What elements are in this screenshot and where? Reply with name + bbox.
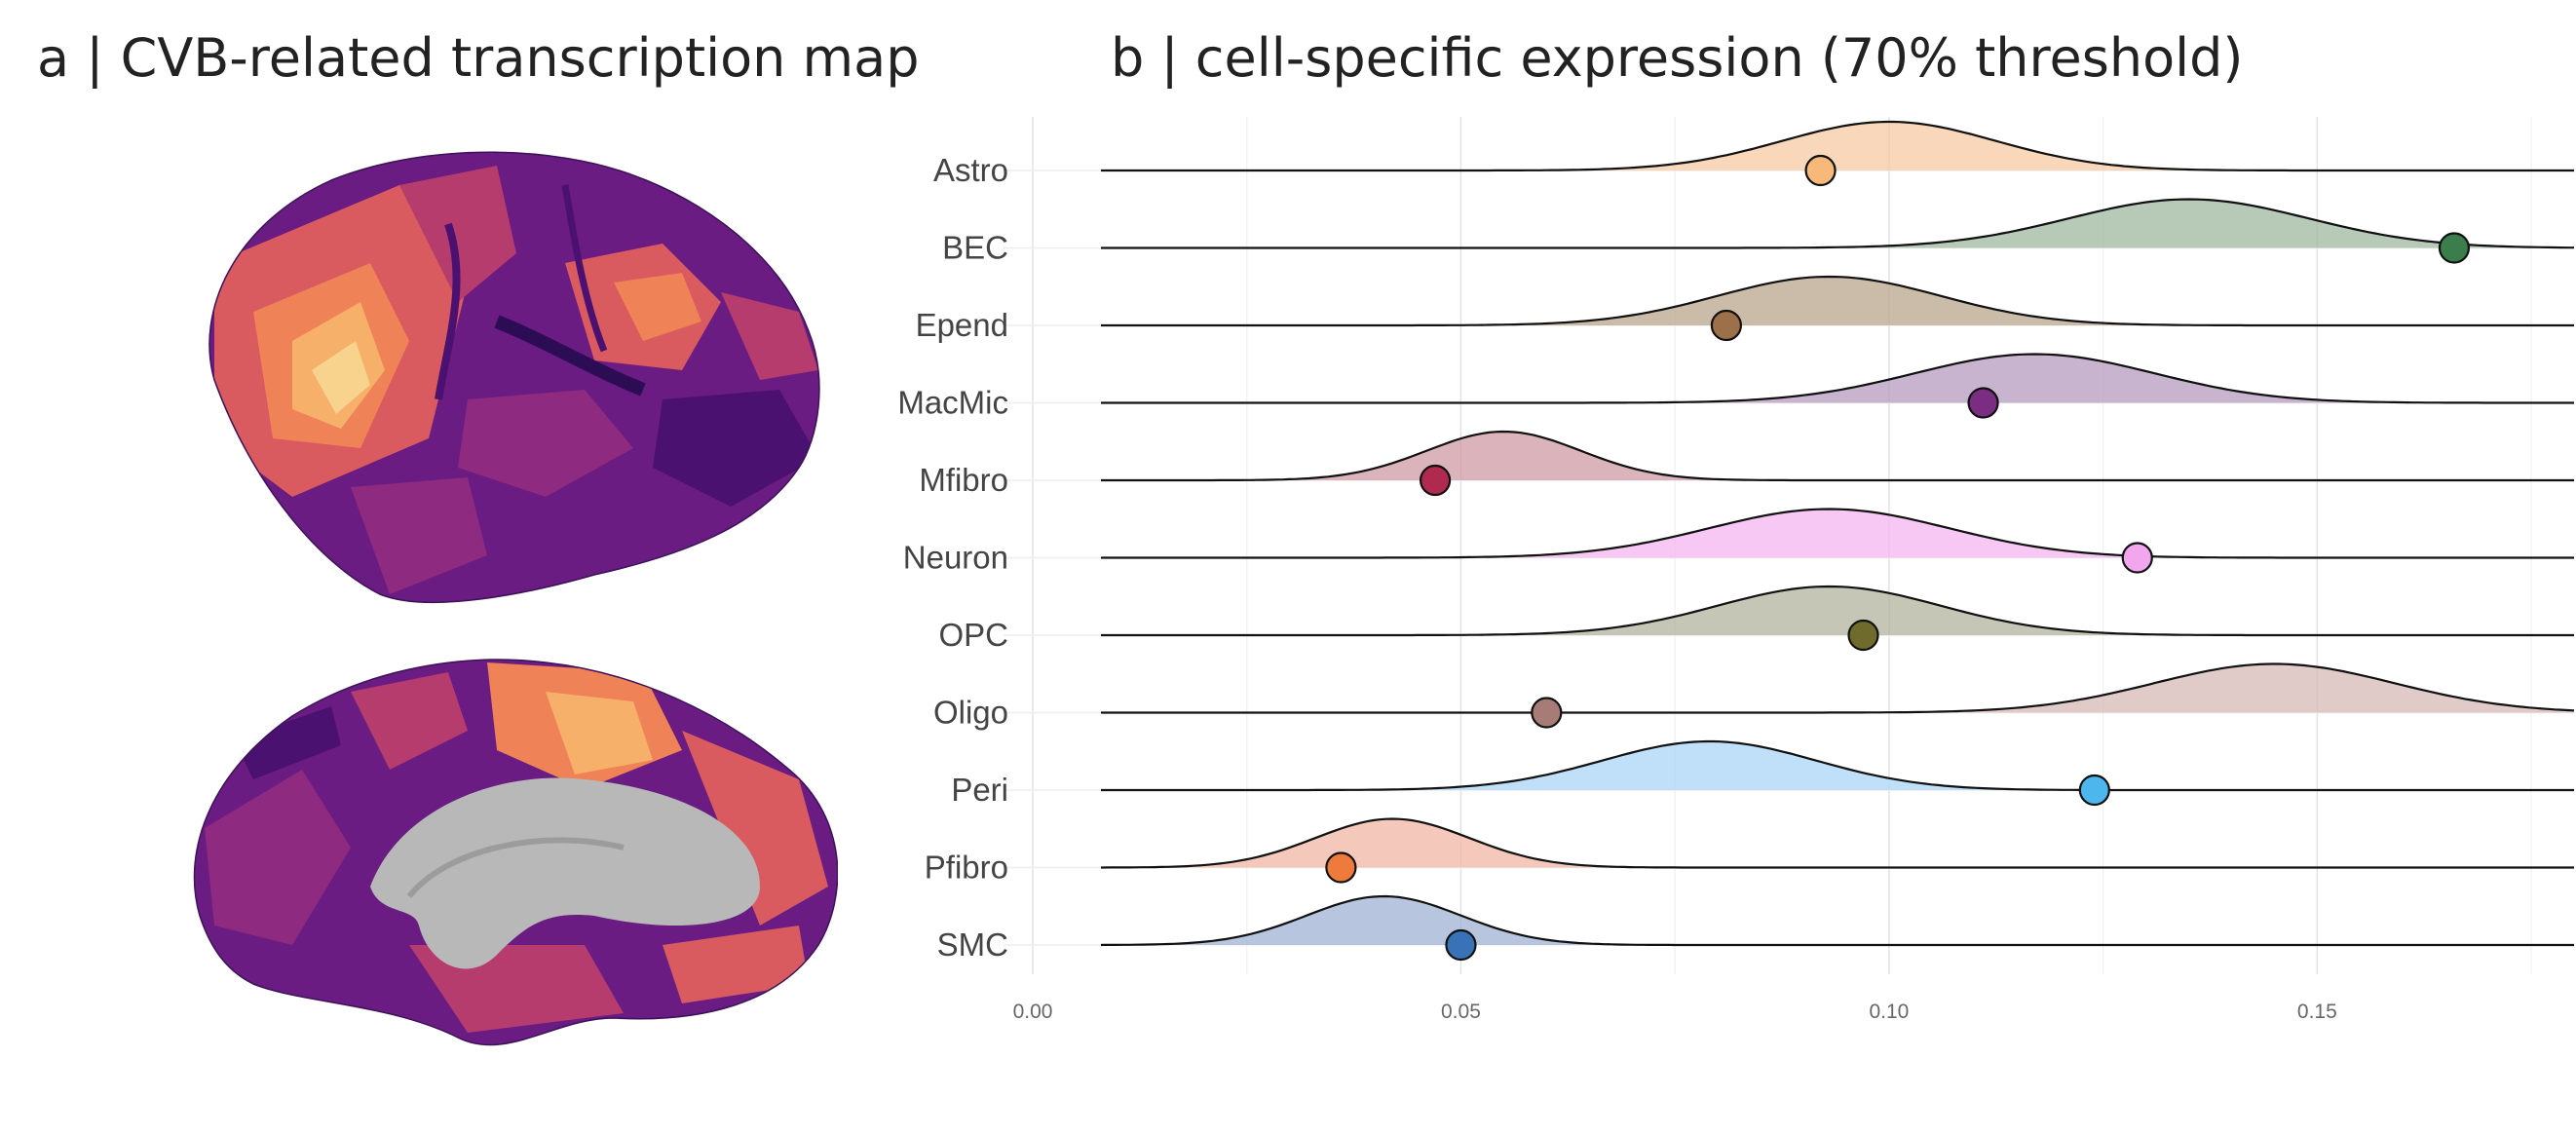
ridge-macmic: MacMic	[897, 353, 2574, 421]
density-line	[1101, 662, 2575, 714]
medial-hemisphere	[194, 660, 838, 1045]
row-label: Astro	[933, 152, 1008, 188]
density-fill	[1033, 509, 2574, 558]
density-line	[1101, 585, 2574, 637]
grid-lines	[1032, 117, 2532, 974]
density-fill	[1033, 432, 2574, 480]
density-fill	[1033, 199, 2574, 248]
row-label: Oligo	[933, 695, 1008, 731]
x-axis: 0.00 0.05 0.10 0.15	[1013, 1001, 2337, 1023]
point-marker	[2438, 232, 2471, 264]
ridge-smc: SMC	[937, 894, 2574, 963]
density-line	[1101, 120, 2574, 172]
row-label: Neuron	[903, 540, 1008, 576]
density-line	[1101, 430, 2574, 482]
density-fill	[1033, 896, 2574, 945]
density-line	[1100, 894, 2574, 947]
panel-a-title: a | CVB-related transcription map	[37, 27, 920, 89]
point-marker	[1710, 309, 1743, 342]
point-marker	[1804, 154, 1837, 187]
ridge-epend: Epend	[916, 275, 2574, 343]
density-fill	[1033, 277, 2574, 325]
density-line	[1101, 817, 2574, 869]
row-label: OPC	[938, 617, 1008, 653]
x-tick-label: 0.10	[1869, 1001, 1909, 1023]
panel-b-title: b | cell-specific expression (70% thresh…	[1111, 27, 2244, 89]
row-label: SMC	[937, 926, 1008, 963]
density-fill	[1033, 122, 2574, 170]
ridge-neuron: Neuron	[903, 508, 2574, 576]
ridge-bec: BEC	[942, 198, 2574, 266]
density-fill	[1033, 818, 2574, 868]
density-line	[1101, 198, 2574, 249]
lateral-hemisphere	[209, 152, 819, 603]
point-marker	[1847, 619, 1879, 652]
ridge-astro: Astro	[933, 120, 2574, 188]
point-marker	[2121, 542, 2153, 574]
ridge-oligo: Oligo	[933, 662, 2575, 731]
ridgeline-rows: Astro BEC Epend MacMic Mfibro Neuron OPC Oligo P…	[897, 120, 2575, 963]
density-fill	[1033, 354, 2574, 403]
ridgeline-chart: Astro BEC Epend MacMic Mfibro Neuron OPC Oligo P…	[897, 117, 2575, 1023]
x-tick-label: 0.05	[1441, 1001, 1481, 1023]
row-label: Mfibro	[919, 462, 1008, 498]
point-marker	[1445, 928, 1477, 962]
row-label: MacMic	[897, 385, 1008, 421]
point-marker	[2078, 774, 2110, 807]
density-line	[1101, 739, 2574, 792]
row-label: Epend	[916, 307, 1008, 343]
density-line	[1101, 508, 2574, 559]
point-marker	[1967, 387, 1999, 419]
point-marker	[1531, 697, 1563, 729]
row-label: Pfibro	[925, 850, 1008, 886]
ridge-mfibro: Mfibro	[919, 430, 2574, 498]
row-label: BEC	[942, 230, 1008, 266]
point-marker	[1325, 851, 1357, 884]
row-label: Peri	[951, 772, 1008, 808]
density-fill	[1033, 741, 2574, 790]
density-line	[1101, 275, 2574, 327]
ridge-pfibro: Pfibro	[925, 817, 2574, 886]
density-fill	[1033, 586, 2574, 635]
ridge-opc: OPC	[938, 585, 2574, 653]
density-line	[1101, 353, 2574, 404]
ridge-peri: Peri	[951, 739, 2574, 808]
x-tick-label: 0.15	[2297, 1001, 2337, 1023]
x-tick-label: 0.00	[1013, 1001, 1053, 1023]
density-fill	[1033, 663, 2574, 713]
brain-surface-map	[193, 151, 838, 1046]
point-marker	[1419, 464, 1452, 497]
